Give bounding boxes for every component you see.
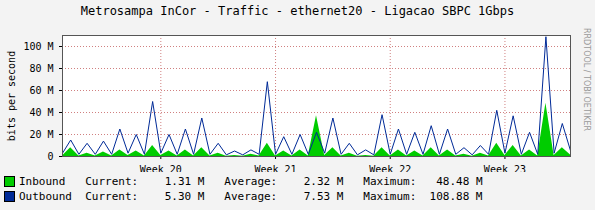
svg-text:Week 20: Week 20 bbox=[140, 164, 182, 172]
svg-text:20 M: 20 M bbox=[29, 129, 53, 140]
svg-text:Week 21: Week 21 bbox=[254, 164, 296, 172]
svg-text:100 M: 100 M bbox=[23, 41, 53, 52]
html-text:Current:: Current: bbox=[85, 175, 139, 188]
html-text:Current:: Current: bbox=[85, 190, 139, 203]
html-text:Inbound: Inbound bbox=[19, 175, 66, 188]
html-text:Maximum:: Maximum: bbox=[363, 190, 417, 203]
svg-text:40 M: 40 M bbox=[29, 107, 53, 118]
html-text:RRDTOOL / TOBI OETIKER: RRDTOOL / TOBI OETIKER bbox=[582, 28, 591, 131]
html-text:Average:: Average: bbox=[224, 175, 278, 188]
html-text:48.48 M: 48.48 M bbox=[436, 175, 483, 188]
svg-text:0: 0 bbox=[47, 151, 53, 162]
html-text:Average:: Average: bbox=[224, 190, 278, 203]
html-text:108.88 M: 108.88 M bbox=[429, 190, 483, 203]
html-text:1.31 M: 1.31 M bbox=[164, 175, 205, 188]
html-text:Maximum:: Maximum: bbox=[363, 175, 417, 188]
html-text:Outbound: Outbound bbox=[19, 190, 72, 203]
svg-text:Week 23: Week 23 bbox=[484, 164, 526, 172]
svg-text:Week 22: Week 22 bbox=[369, 164, 411, 172]
html-text:5.30 M: 5.30 M bbox=[164, 190, 205, 203]
svg-text:80 M: 80 M bbox=[29, 63, 53, 74]
html-text:Metrosampa InCor - Traffic - e: Metrosampa InCor - Traffic - ethernet20 … bbox=[80, 4, 515, 18]
html-text:2.32 M: 2.32 M bbox=[303, 175, 344, 188]
html-text:7.53 M: 7.53 M bbox=[303, 190, 344, 203]
svg-text:60 M: 60 M bbox=[29, 85, 53, 96]
svg-text:bits per second: bits per second bbox=[6, 51, 17, 141]
